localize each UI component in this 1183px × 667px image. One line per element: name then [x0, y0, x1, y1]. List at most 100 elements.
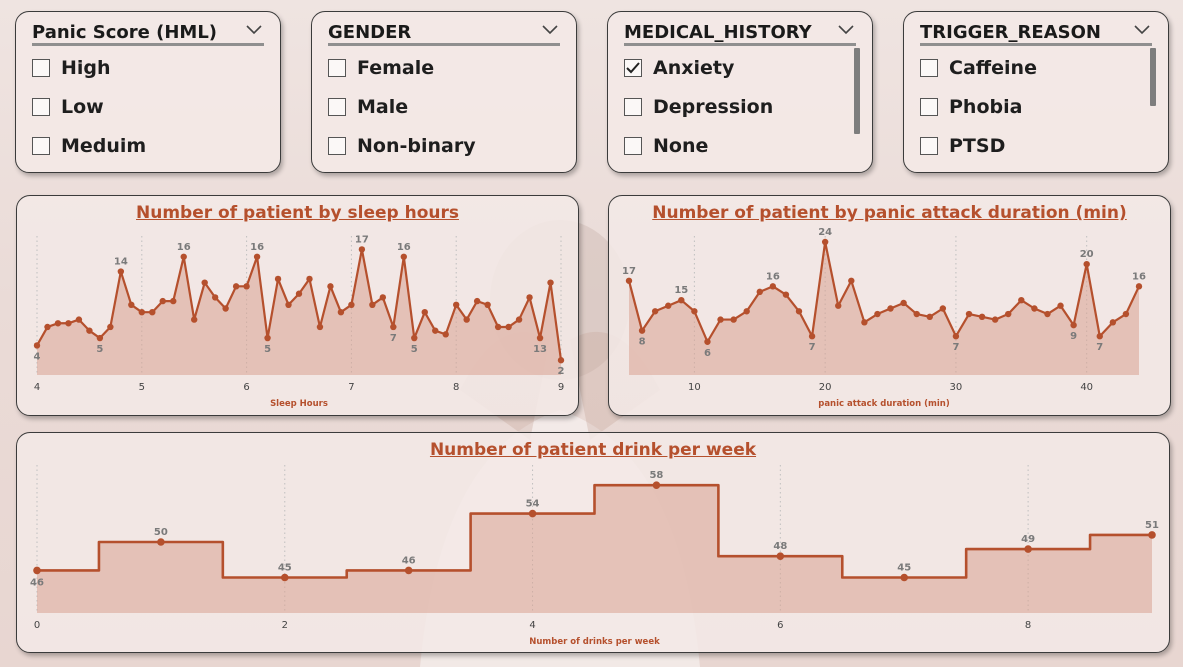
- slicer-header-panic-score[interactable]: Panic Score (HML): [32, 22, 264, 46]
- slicer-header-medical-history[interactable]: MEDICAL_HISTORY: [624, 22, 856, 46]
- data-point: [665, 302, 672, 309]
- data-point: [33, 342, 41, 349]
- panic-duration-chart: Number of patient by panic attack durati…: [608, 195, 1171, 416]
- checkbox[interactable]: [32, 137, 50, 155]
- data-point: [442, 331, 449, 338]
- data-label: 14: [114, 257, 128, 268]
- slicer-option-label: PTSD: [949, 135, 1006, 157]
- data-point: [128, 301, 135, 309]
- data-point: [400, 253, 407, 260]
- slicer-option[interactable]: Low: [32, 94, 104, 120]
- data-point: [411, 334, 418, 342]
- slicer-option[interactable]: PTSD: [920, 133, 1005, 159]
- data-label: 7: [1096, 342, 1103, 353]
- checkbox[interactable]: [920, 98, 938, 116]
- x-axis-title: Sleep Hours: [270, 399, 328, 409]
- chevron-down-icon[interactable]: [246, 25, 262, 35]
- data-label: 45: [897, 563, 911, 574]
- data-point: [939, 305, 947, 312]
- data-point: [337, 308, 345, 316]
- data-label: 7: [390, 333, 397, 344]
- chevron-down-icon[interactable]: [1134, 25, 1150, 35]
- chevron-down-icon[interactable]: [838, 25, 854, 35]
- slicer-option[interactable]: Male: [328, 94, 408, 120]
- data-point: [776, 552, 785, 560]
- data-point: [274, 275, 282, 283]
- checkbox[interactable]: [920, 59, 938, 77]
- x-axis-title: panic attack duration (min): [818, 399, 950, 409]
- data-point: [536, 334, 544, 342]
- data-point: [138, 308, 145, 316]
- series-line: [37, 483, 1152, 579]
- data-label: 24: [818, 227, 832, 238]
- slicer-option-label: Low: [61, 96, 104, 118]
- slicer-header-gender[interactable]: GENDER: [328, 22, 560, 46]
- x-tick-label: 6: [243, 382, 249, 393]
- data-point: [1018, 296, 1025, 304]
- data-point: [201, 279, 208, 286]
- data-point: [515, 316, 523, 323]
- data-point: [965, 310, 973, 318]
- data-label: 16: [1132, 271, 1146, 282]
- x-tick-label: 30: [950, 382, 963, 393]
- checkbox[interactable]: [328, 59, 346, 77]
- data-point: [390, 323, 397, 331]
- data-point: [54, 320, 62, 327]
- data-point: [107, 323, 114, 331]
- slicer-option[interactable]: Phobia: [920, 94, 1022, 120]
- data-point: [991, 316, 999, 323]
- slicer-header-trigger-reason[interactable]: TRIGGER_REASON: [920, 22, 1152, 46]
- data-label: 58: [649, 470, 663, 481]
- slicer-option[interactable]: Female: [328, 55, 434, 81]
- data-point: [65, 320, 72, 327]
- checkbox[interactable]: [920, 137, 938, 155]
- slicer-option[interactable]: High: [32, 55, 111, 81]
- checkbox[interactable]: [624, 98, 642, 116]
- data-point: [795, 308, 803, 315]
- checkbox[interactable]: [32, 98, 50, 116]
- data-point: [730, 316, 737, 323]
- data-point: [874, 310, 881, 318]
- checkbox-checked[interactable]: [624, 59, 642, 77]
- checkbox[interactable]: [328, 98, 346, 116]
- sleep-chart-title: Number of patient by sleep hours: [136, 203, 459, 223]
- chevron-down-icon[interactable]: [542, 25, 558, 35]
- series-area: [629, 242, 1139, 375]
- data-label: 6: [704, 348, 711, 359]
- data-point: [1031, 305, 1038, 312]
- data-label: 16: [766, 271, 780, 282]
- data-point: [159, 297, 166, 305]
- slicer-option[interactable]: Meduim: [32, 133, 146, 159]
- slicer-scrollbar[interactable]: [854, 48, 860, 134]
- slicer-option[interactable]: Caffeine: [920, 55, 1037, 81]
- data-point: [887, 305, 894, 312]
- slicer-option[interactable]: None: [624, 133, 708, 159]
- data-label: 17: [355, 234, 369, 245]
- checkbox[interactable]: [328, 137, 346, 155]
- slicer-option-label: None: [653, 135, 709, 157]
- data-point: [528, 509, 537, 518]
- data-point: [1057, 302, 1064, 309]
- data-point: [44, 323, 51, 331]
- slicer-scrollbar[interactable]: [1150, 48, 1156, 106]
- data-point: [1109, 319, 1117, 326]
- data-point: [264, 334, 271, 342]
- checkbox[interactable]: [32, 59, 50, 77]
- data-point: [652, 481, 661, 489]
- data-point: [678, 296, 685, 304]
- sleep-hours-chart: Number of patient by sleep hours 4 5 14 16 1…: [16, 195, 579, 416]
- data-label: 7: [809, 342, 816, 353]
- data-point: [625, 277, 633, 284]
- slicer-option[interactable]: Non-binary: [328, 133, 476, 159]
- data-point: [1044, 310, 1051, 318]
- data-point: [900, 299, 907, 307]
- data-point: [243, 283, 250, 290]
- data-point: [295, 290, 303, 297]
- sleep-hours-plot: 4 5 14 16 16 5 17 7 16 5 13 2 4 5 6 7 8 9 Sleep Hours: [33, 234, 565, 409]
- data-point: [926, 313, 933, 321]
- slicer-option[interactable]: Anxiety: [624, 55, 734, 81]
- checkbox[interactable]: [624, 137, 642, 155]
- data-point: [691, 308, 698, 315]
- data-point: [978, 313, 986, 321]
- slicer-option[interactable]: Depression: [624, 94, 773, 120]
